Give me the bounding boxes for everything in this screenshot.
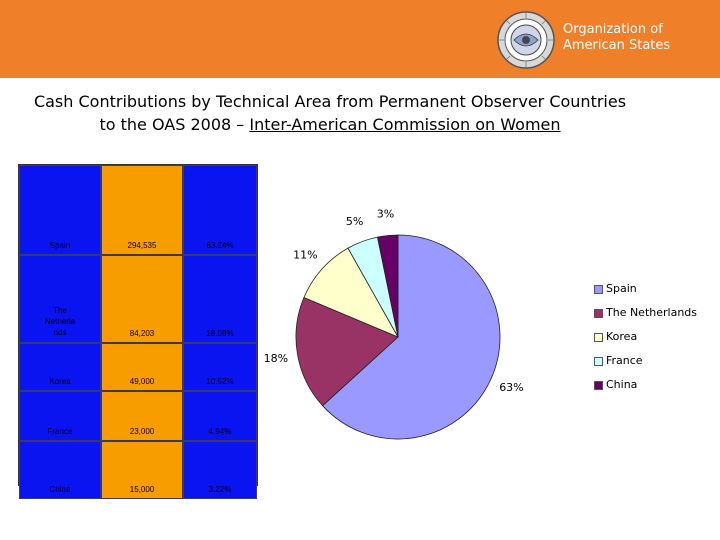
table-cell-text: France <box>47 427 73 436</box>
page-title: Cash Contributions by Technical Area fro… <box>0 90 660 136</box>
title-line2: to the OAS 2008 – Inter-American Commiss… <box>0 113 660 136</box>
table-cell-text: 23,000 <box>129 427 155 436</box>
table-cell-text: Korea <box>49 377 71 386</box>
table-cell-amount: 15,000 <box>101 441 183 499</box>
legend-label: China <box>606 378 638 391</box>
table-grid: Spain 294,535 63.24% The Netherla nds 84,203… <box>19 165 257 499</box>
table-cell-percent: 3.22% <box>183 441 257 499</box>
pie-data-label: 63% <box>499 381 523 394</box>
legend-swatch <box>594 357 603 366</box>
table-cell-country: Korea <box>19 343 101 391</box>
pie-data-label: 11% <box>293 249 317 262</box>
header-bar: Organization of American States <box>0 0 720 78</box>
table-cell-amount: 294,535 <box>101 165 183 255</box>
pie-slice-china <box>377 234 399 338</box>
title-line1: Cash Contributions by Technical Area fro… <box>33 92 627 111</box>
table-cell-country: Spain <box>19 165 101 255</box>
contributions-table: Spain 294,535 63.24% The Netherla nds 84,203… <box>18 164 258 499</box>
table-cell-text: 84,203 <box>129 329 155 338</box>
table-cell-percent: 18.08% <box>183 255 257 343</box>
table-cell-text: Spain <box>49 241 71 250</box>
pie-slice-korea <box>303 247 399 338</box>
legend-label: Korea <box>606 330 638 343</box>
pie-slice-the-netherlands <box>295 297 399 407</box>
legend-label: France <box>606 354 643 367</box>
org-name-line1: Organization of <box>563 22 663 37</box>
table-cell-country: The Netherla nds <box>19 255 101 343</box>
table-cell-text: The Netherla nds <box>44 306 76 337</box>
table-cell-amount: 23,000 <box>101 391 183 441</box>
title-line2-underlined: Inter-American Commission on Women <box>249 115 561 134</box>
legend-swatch <box>594 309 603 318</box>
table-cell-text: 4.94% <box>208 427 232 436</box>
title-line2-prefix: to the OAS 2008 – <box>99 115 250 134</box>
table-cell-percent: 10.52% <box>183 343 257 391</box>
pie-slice-spain <box>322 234 501 440</box>
table-cell-percent: 4.94% <box>183 391 257 441</box>
table-cell-amount: 49,000 <box>101 343 183 391</box>
org-name-line2: American States <box>563 38 671 53</box>
org-name: Organization of American States <box>563 22 670 54</box>
table-cell-text: 18.08% <box>206 329 234 338</box>
table-cell-country: China <box>19 441 101 499</box>
legend-swatch <box>594 333 603 342</box>
table-cell-text: 294,535 <box>127 241 157 250</box>
table-cell-text: 3.22% <box>208 485 232 494</box>
oas-seal-icon <box>497 11 555 69</box>
table-cell-text: China <box>49 485 71 494</box>
pie-data-label: 5% <box>346 215 363 228</box>
legend-swatch <box>594 381 603 390</box>
pie-data-label: 18% <box>264 352 288 365</box>
table-cell-percent: 63.24% <box>183 165 257 255</box>
table-cell-text: 63.24% <box>206 241 234 250</box>
legend-swatch <box>594 285 603 294</box>
legend-label: The Netherlands <box>606 306 698 319</box>
table-cell-country: France <box>19 391 101 441</box>
table-cell-text: 10.52% <box>206 377 234 386</box>
legend-label: Spain <box>606 282 637 295</box>
pie-data-label: 3% <box>377 208 394 221</box>
table-cell-amount: 84,203 <box>101 255 183 343</box>
table-cell-text: 49,000 <box>129 377 155 386</box>
table-cell-text: 15,000 <box>129 485 155 494</box>
